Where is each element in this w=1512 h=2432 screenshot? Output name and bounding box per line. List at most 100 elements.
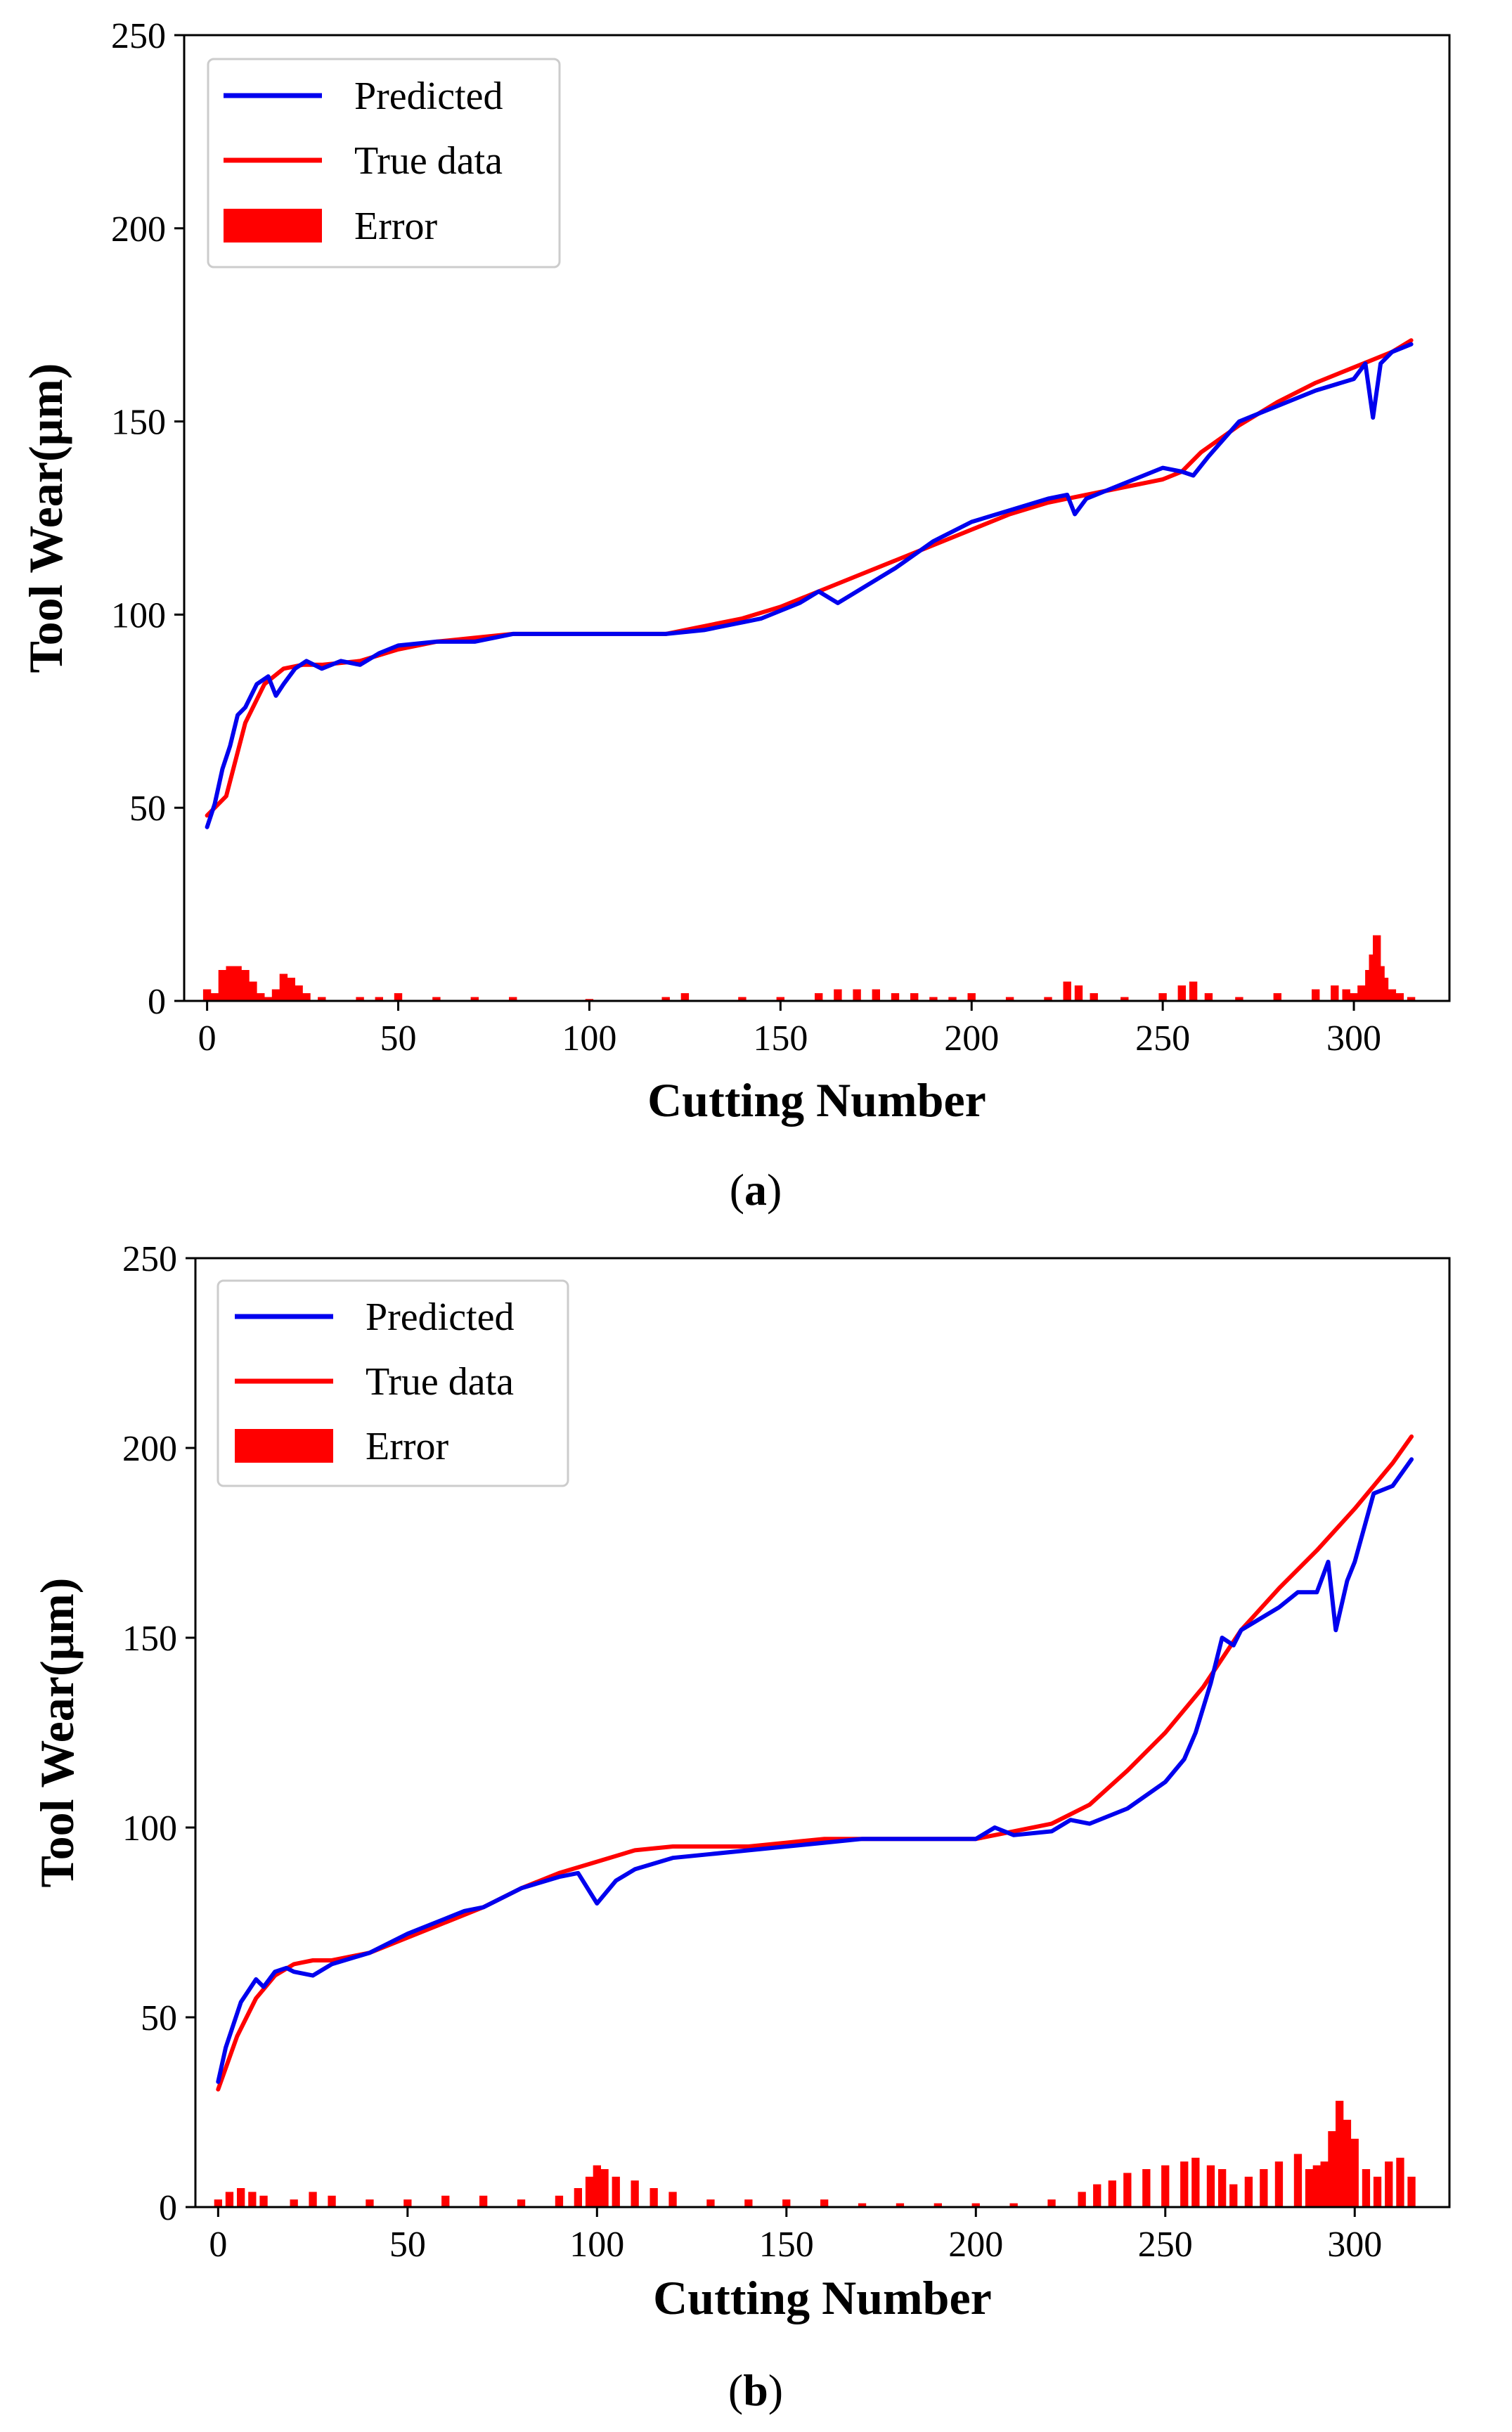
chart-b-error-bar [328,2196,335,2207]
chart-b-error-bar [1313,2166,1321,2207]
chart-a-error-bar [1357,985,1365,1001]
chart-b-error-bar [1191,2158,1199,2207]
chart-a-error-bar [203,990,211,1002]
chart-b-x-tick-label: 300 [1327,2225,1382,2265]
chart-b-legend-error-label: Error [366,1425,449,1468]
chart-a-error-bar [968,993,976,1001]
chart-b-x-ticks: 0 50 100 150 200 250 300 [209,2207,1382,2265]
chart-b-error-bar [668,2192,676,2207]
chart-b-error-bar [1047,2199,1055,2207]
chart-a-legend: Predicted True data Error [208,59,560,267]
figure: 0 50 100 150 200 250 300 0 50 100 150 200 250 Cutti… [0,0,1512,2432]
chart-a-error-bar [257,993,264,1001]
chart-b-error-bar [1078,2192,1086,2207]
chart-b-error-bar [1218,2169,1226,2207]
chart-b-error-bar [1328,2131,1336,2207]
chart-b-x-tick-label: 100 [569,2225,624,2265]
chart-b-true-data-line [218,1437,1411,2090]
chart-b-panel-label: (b) [728,2365,783,2415]
chart-a-panel-letter: a [744,1165,767,1215]
chart-a-error-bar [853,990,860,1002]
chart-b-legend-error-swatch [235,1429,333,1463]
chart-a-error-bar [280,974,287,1002]
chart-b-error-bar [1343,2120,1351,2207]
chart-a-y-tick-label: 250 [111,16,166,56]
chart-a-error-bar [287,978,295,1001]
chart-b-predicted-line [218,1459,1411,2082]
chart-a-error-bar [681,993,689,1001]
chart-b-error-bar [593,2166,601,2207]
chart-b-error-bar [1260,2169,1267,2207]
chart-b-x-axis-title: Cutting Number [653,2271,992,2324]
chart-b: 0 50 100 150 200 250 300 0 50 100 150 200 250 Cutti… [30,1239,1449,2415]
chart-a-y-tick-label: 50 [129,789,166,829]
chart-a-error-bar [834,990,841,1002]
chart-a-error-bar [1189,982,1197,1002]
chart-a-error-bar [891,993,899,1001]
chart-a-x-axis-title: Cutting Number [647,1073,986,1127]
chart-b-error-bar [403,2199,411,2207]
chart-a-error-bar [1350,993,1357,1001]
chart-b-error-bar [744,2199,752,2207]
chart-a-legend-true-label: True data [354,139,503,183]
chart-b-x-tick-label: 200 [948,2225,1003,2265]
chart-b-error-bar [259,2196,267,2207]
chart-b-error-bar [1229,2185,1237,2207]
chart-b-legend-true-label: True data [366,1360,514,1404]
chart-b-x-tick-label: 150 [759,2225,814,2265]
chart-b-error-bar [631,2180,639,2207]
chart-b-error-bar [517,2199,525,2207]
chart-b-error-bar [1161,2166,1169,2207]
chart-b-y-tick-label: 250 [122,1239,177,1279]
chart-b-error-bar [1123,2173,1131,2207]
chart-a-true-data-line [207,340,1411,815]
chart-b-error-bar [612,2177,620,2207]
chart-a-error-bar [211,993,219,1001]
chart-a-error-bar [302,993,310,1001]
chart-a-error-bar [1205,993,1213,1001]
chart-a-error-bar [1158,993,1166,1001]
chart-b-error-bar [1109,2180,1116,2207]
chart-b-y-tick-label: 150 [122,1619,177,1659]
chart-a-x-tick-label: 200 [944,1018,999,1059]
chart-a-y-tick-label: 200 [111,209,166,250]
chart-b-error-bar [820,2199,828,2207]
chart-a-predicted-line [207,344,1411,827]
chart-a-y-axis-title: Tool Wear(μm) [19,363,72,673]
chart-b-legend: Predicted True data Error [218,1281,568,1486]
chart-a-x-tick-label: 0 [198,1018,217,1059]
chart-a-y-tick-label: 100 [111,595,166,635]
chart-b-y-tick-label: 0 [159,2188,177,2228]
chart-a-x-tick-label: 150 [753,1018,808,1059]
chart-a-error-bar [1381,978,1388,1001]
chart-a-legend-predicted-label: Predicted [354,75,503,118]
chart-a-error-bar [1312,990,1319,1002]
chart-b-error-bar [290,2199,298,2207]
chart-b-error-bar [1305,2169,1313,2207]
chart-a-y-tick-label: 0 [148,982,166,1022]
chart-a-error-bar [249,982,257,1002]
chart-b-error-bar [600,2169,608,2207]
chart-a-error-bar [910,993,918,1001]
chart-a-error-bar [295,985,302,1001]
chart-a-legend-error-swatch [224,209,322,242]
chart-a-x-tick-label: 250 [1135,1018,1190,1059]
chart-a-error-bar [1388,990,1396,1002]
chart-b-error-bar [1142,2169,1150,2207]
chart-b-x-tick-label: 0 [209,2225,227,2265]
chart-b-error-bar [248,2192,256,2207]
chart-b-error-bar [706,2199,714,2207]
chart-b-error-bar [1396,2158,1404,2207]
chart-b-error-bar [214,2199,222,2207]
chart-a-x-tick-label: 50 [380,1018,417,1059]
chart-b-error-bar [226,2192,233,2207]
chart-a-error-bar [219,970,226,1001]
chart-a-error-bar [1396,993,1404,1001]
chart-a-error-bar [1075,985,1083,1001]
chart-a-error-bar [815,993,822,1001]
chart-b-legend-predicted-label: Predicted [366,1295,514,1339]
chart-a-legend-error-label: Error [354,205,438,248]
chart-a-error-bar [241,970,249,1001]
chart-b-error-bars [214,2101,1416,2207]
chart-b-y-tick-label: 50 [141,1998,177,2038]
